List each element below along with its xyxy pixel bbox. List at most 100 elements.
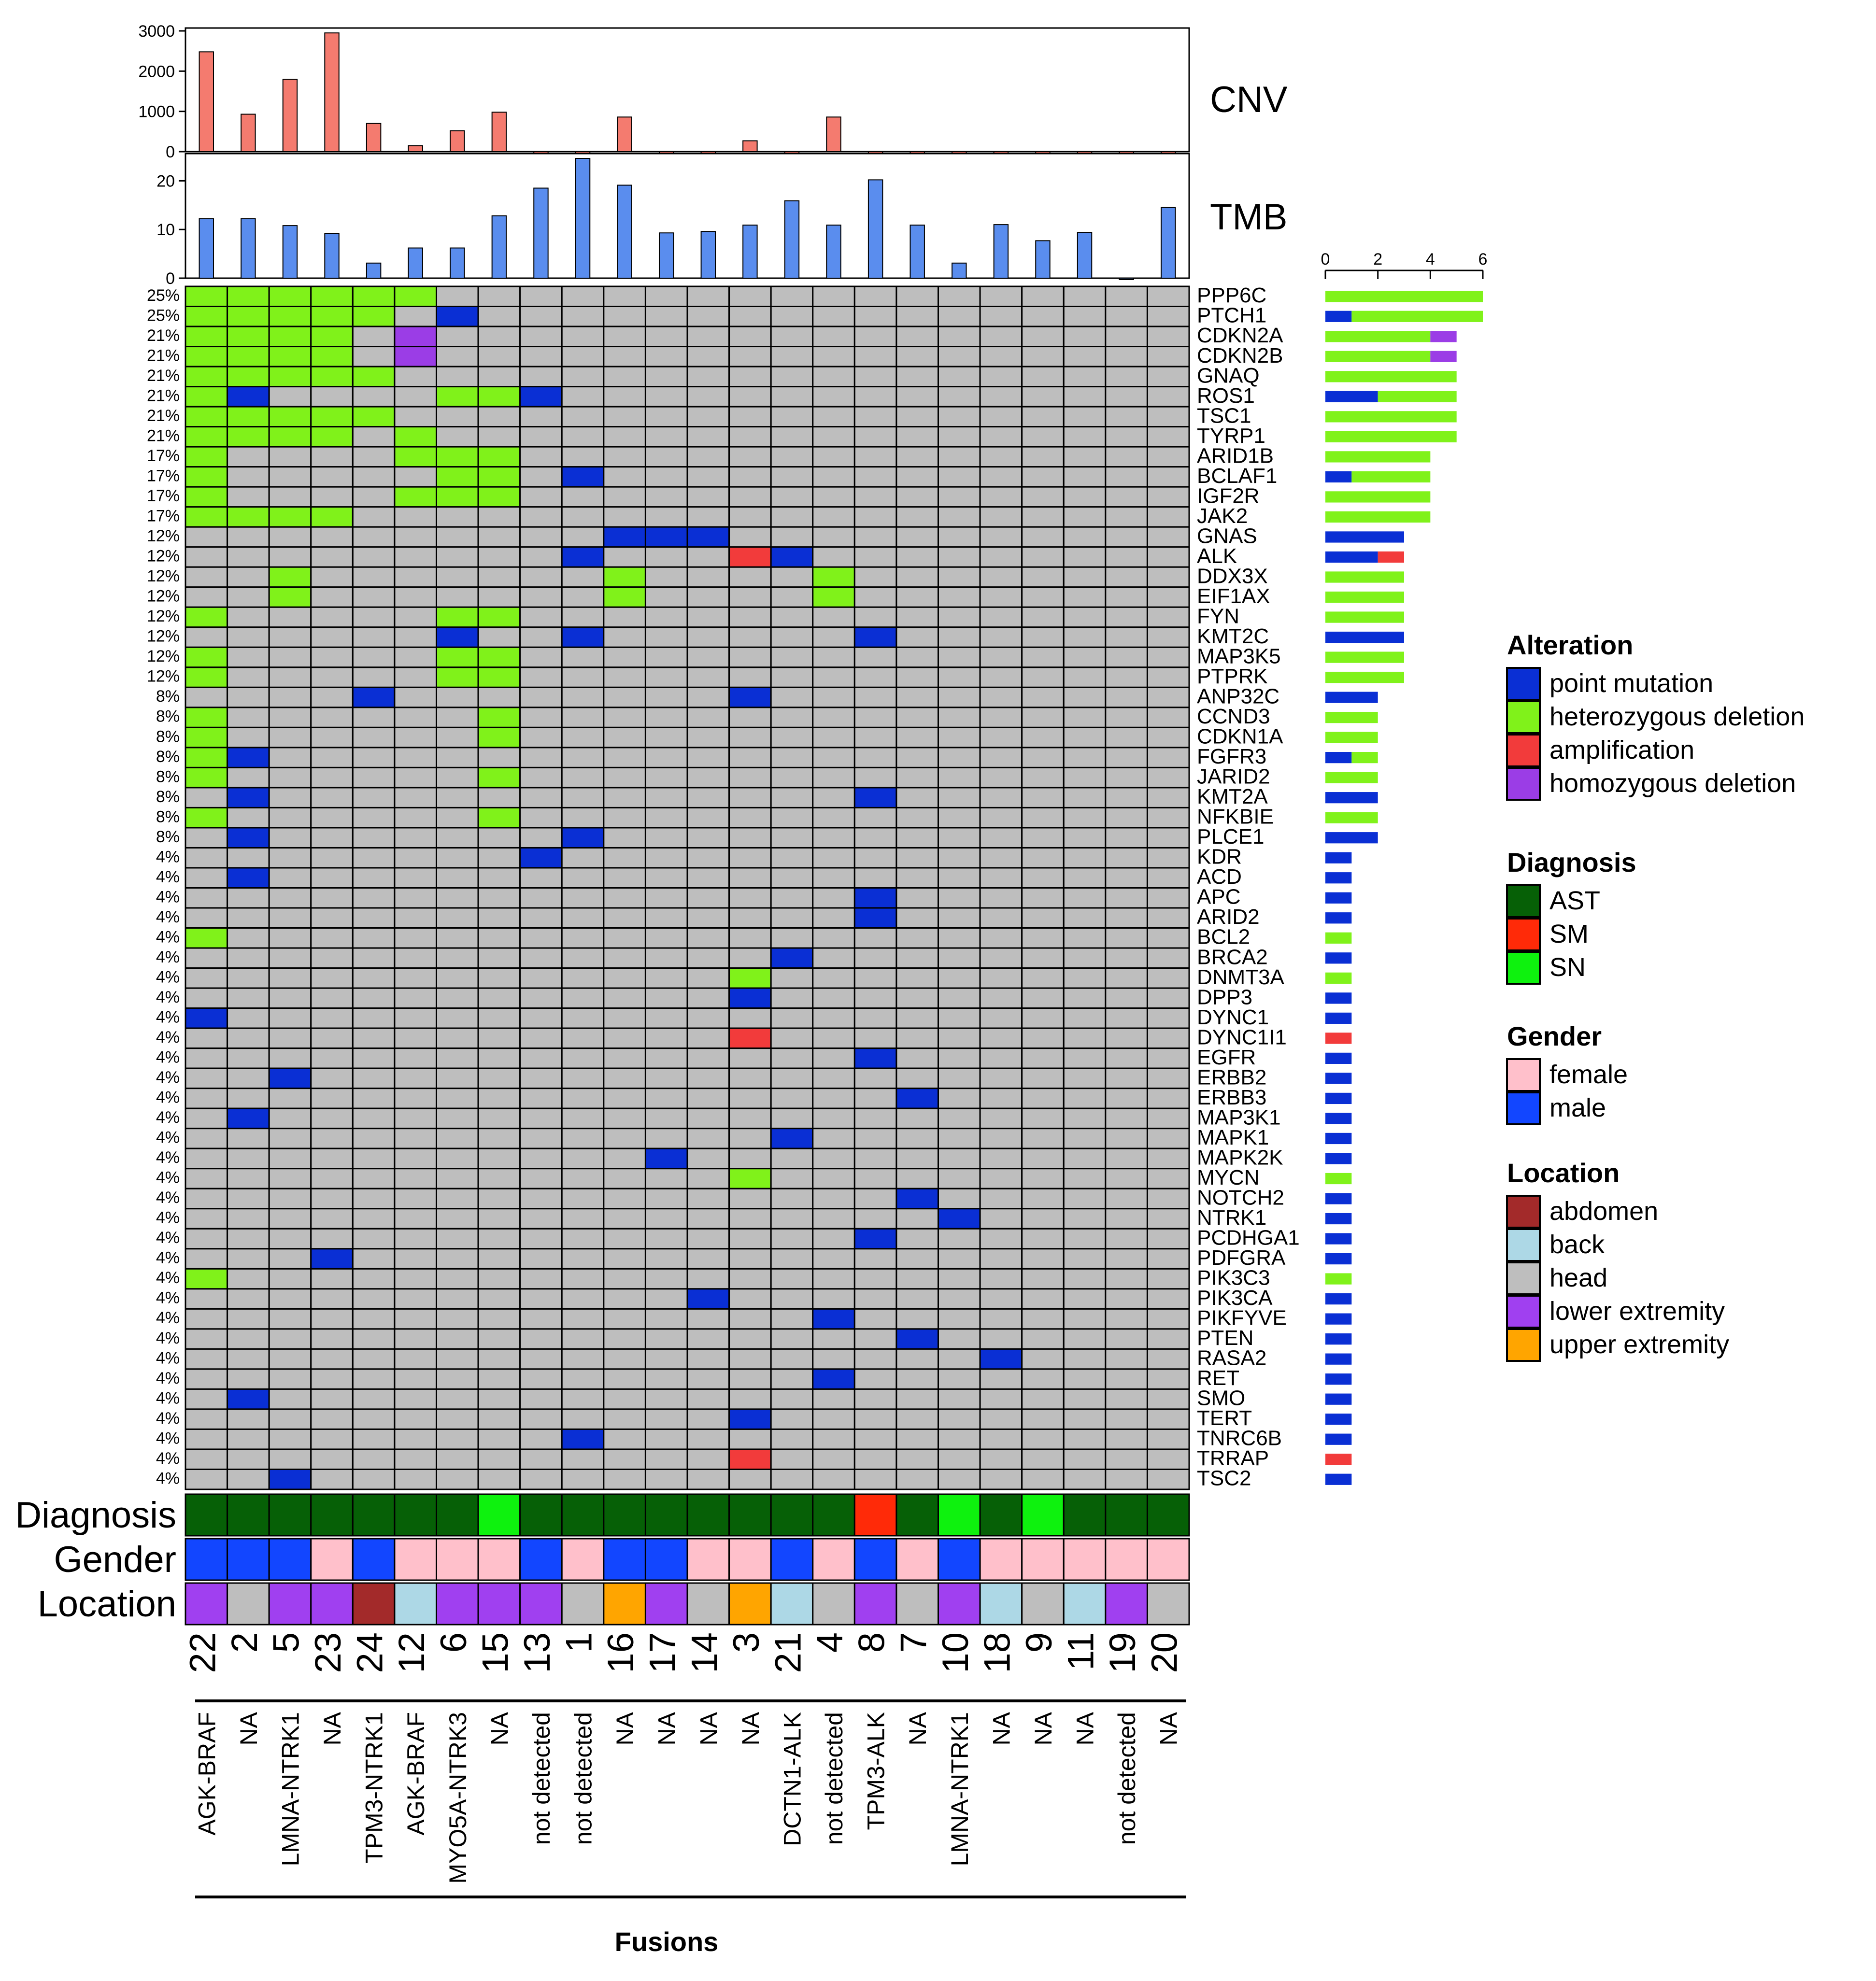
empty-cell	[644, 566, 688, 588]
empty-cell	[1063, 406, 1107, 428]
gene-label: ROS1	[1197, 384, 1255, 408]
empty-cell	[352, 1308, 396, 1330]
empty-cell	[519, 646, 563, 668]
empty-cell	[394, 827, 438, 849]
empty-cell	[227, 1328, 270, 1350]
gene-label: DYNC1I1	[1197, 1025, 1287, 1049]
count-bar-pm	[1325, 551, 1378, 563]
sample-id: 19	[1102, 1632, 1143, 1673]
diagnosis-cell	[519, 1493, 563, 1537]
gender-cell	[938, 1538, 981, 1581]
empty-cell	[436, 426, 479, 448]
empty-cell	[1146, 867, 1190, 889]
empty-cell	[770, 1208, 814, 1230]
empty-cell	[895, 1107, 939, 1130]
count-bar-pm	[1325, 1253, 1352, 1265]
empty-cell	[1146, 486, 1190, 508]
empty-cell	[1105, 807, 1148, 829]
empty-cell	[519, 606, 563, 628]
empty-cell	[477, 847, 521, 869]
gender-cell	[1063, 1538, 1107, 1581]
alteration-cell	[561, 827, 605, 849]
alteration-cell	[728, 1027, 772, 1049]
empty-cell	[227, 807, 270, 829]
empty-cell	[979, 1428, 1023, 1450]
alteration-cell	[728, 1168, 772, 1189]
empty-cell	[812, 907, 855, 929]
empty-cell	[227, 947, 270, 969]
empty-cell	[185, 1248, 228, 1270]
empty-cell	[895, 1007, 939, 1029]
empty-cell	[519, 306, 563, 327]
empty-cell	[1021, 887, 1065, 909]
empty-cell	[1021, 586, 1065, 608]
gender-cell	[644, 1538, 688, 1581]
empty-cell	[686, 466, 730, 488]
empty-cell	[979, 1288, 1023, 1310]
empty-cell	[227, 446, 270, 468]
gene-percent: 8%	[156, 828, 180, 846]
gene-percent: 4%	[156, 1209, 180, 1227]
empty-cell	[938, 586, 981, 608]
legend-swatch	[1506, 884, 1541, 918]
empty-cell	[185, 1408, 228, 1430]
empty-cell	[812, 486, 855, 508]
empty-cell	[519, 346, 563, 368]
empty-cell	[1105, 1128, 1148, 1149]
alteration-cell	[227, 406, 270, 428]
gene-percent: 21%	[147, 386, 180, 405]
empty-cell	[185, 787, 228, 808]
empty-cell	[644, 827, 688, 849]
gene-label: JARID2	[1197, 765, 1270, 789]
empty-cell	[227, 1228, 270, 1250]
empty-cell	[519, 325, 563, 348]
empty-cell	[770, 807, 814, 829]
empty-cell	[227, 887, 270, 909]
gene-label: GNAQ	[1197, 364, 1260, 387]
empty-cell	[770, 325, 814, 348]
empty-cell	[1146, 626, 1190, 648]
empty-cell	[853, 1147, 897, 1170]
empty-cell	[394, 1147, 438, 1170]
gender-cell	[979, 1538, 1023, 1581]
empty-cell	[895, 1027, 939, 1049]
empty-cell	[561, 987, 605, 1009]
empty-cell	[352, 847, 396, 869]
empty-cell	[938, 606, 981, 628]
empty-cell	[477, 1228, 521, 1250]
empty-cell	[519, 1248, 563, 1270]
empty-cell	[895, 987, 939, 1009]
diagnosis-cell	[895, 1493, 939, 1537]
tmb-bar	[491, 215, 507, 279]
empty-cell	[1105, 1268, 1148, 1290]
fusion-label: NA	[1072, 1712, 1099, 1745]
empty-cell	[1105, 1448, 1148, 1470]
empty-cell	[853, 1067, 897, 1090]
empty-cell	[853, 1107, 897, 1130]
empty-cell	[1021, 847, 1065, 869]
empty-cell	[812, 1468, 855, 1490]
gene-label: MAPK1	[1197, 1126, 1269, 1149]
empty-cell	[561, 947, 605, 969]
empty-cell	[477, 1268, 521, 1290]
empty-cell	[853, 1128, 897, 1149]
empty-cell	[519, 1288, 563, 1310]
empty-cell	[644, 1067, 688, 1090]
empty-cell	[1063, 466, 1107, 488]
empty-cell	[477, 887, 521, 909]
empty-cell	[1021, 486, 1065, 508]
gene-label: TSC1	[1197, 404, 1251, 427]
alteration-cell	[185, 807, 228, 829]
count-bar-pm	[1325, 1052, 1352, 1064]
legend-label: female	[1549, 1060, 1628, 1089]
empty-cell	[394, 1188, 438, 1210]
empty-cell	[686, 1368, 730, 1390]
alteration-cell	[268, 506, 312, 528]
count-bar-pm	[1325, 792, 1378, 804]
diagnosis-cell	[812, 1493, 855, 1537]
diagnosis-cell	[1146, 1493, 1190, 1537]
gene-label: PIKFYVE	[1197, 1306, 1287, 1330]
diagnosis-cell	[352, 1493, 396, 1537]
empty-cell	[812, 1428, 855, 1450]
empty-cell	[812, 306, 855, 327]
